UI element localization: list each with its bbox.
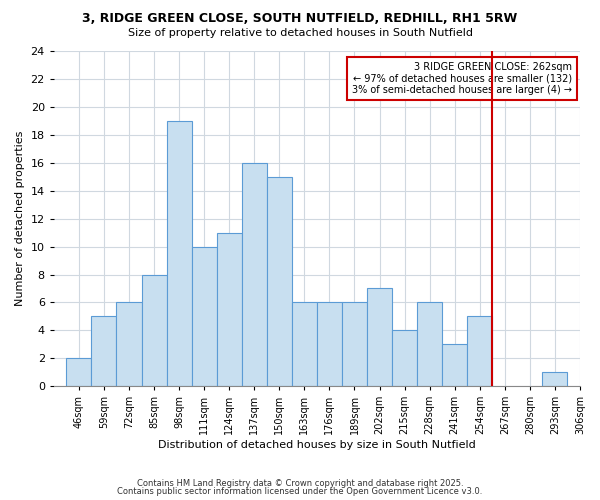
Bar <box>467 316 493 386</box>
Bar <box>167 121 191 386</box>
Bar <box>342 302 367 386</box>
Bar <box>392 330 417 386</box>
Text: Contains public sector information licensed under the Open Government Licence v3: Contains public sector information licen… <box>118 487 482 496</box>
Bar <box>542 372 568 386</box>
Text: Contains HM Land Registry data © Crown copyright and database right 2025.: Contains HM Land Registry data © Crown c… <box>137 478 463 488</box>
Bar <box>267 177 292 386</box>
Bar <box>217 232 242 386</box>
Text: Size of property relative to detached houses in South Nutfield: Size of property relative to detached ho… <box>128 28 473 38</box>
Y-axis label: Number of detached properties: Number of detached properties <box>15 131 25 306</box>
Bar <box>442 344 467 386</box>
Text: 3, RIDGE GREEN CLOSE, SOUTH NUTFIELD, REDHILL, RH1 5RW: 3, RIDGE GREEN CLOSE, SOUTH NUTFIELD, RE… <box>82 12 518 26</box>
X-axis label: Distribution of detached houses by size in South Nutfield: Distribution of detached houses by size … <box>158 440 476 450</box>
Bar <box>417 302 442 386</box>
Bar <box>191 246 217 386</box>
Bar <box>91 316 116 386</box>
Bar <box>116 302 142 386</box>
Bar <box>317 302 342 386</box>
Bar <box>367 288 392 386</box>
Bar <box>242 163 267 386</box>
Bar <box>67 358 91 386</box>
Text: 3 RIDGE GREEN CLOSE: 262sqm
← 97% of detached houses are smaller (132)
3% of sem: 3 RIDGE GREEN CLOSE: 262sqm ← 97% of det… <box>352 62 572 94</box>
Bar <box>292 302 317 386</box>
Bar <box>142 274 167 386</box>
